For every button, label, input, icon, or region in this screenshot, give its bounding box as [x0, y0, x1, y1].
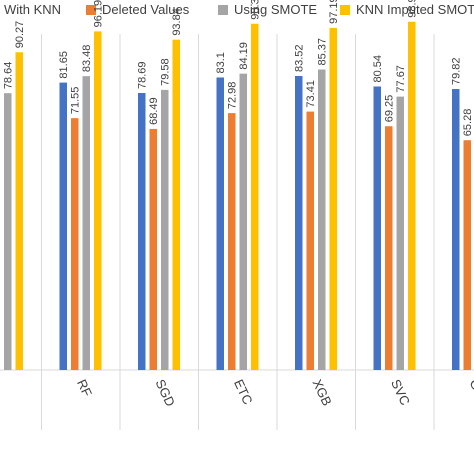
bar [15, 52, 23, 370]
data-label: 83.1 [215, 52, 227, 73]
bar [82, 76, 90, 371]
data-label: 78.64 [3, 62, 15, 90]
legend-label-using-smote: Using SMOTE [234, 2, 318, 17]
data-label: 83.48 [81, 45, 93, 73]
legend: With KNN Deleted Values Using SMOTE KNN … [0, 0, 474, 26]
data-label: 96.19 [93, 0, 105, 27]
legend-swatch-deleted-values [86, 4, 96, 15]
data-label: 81.65 [58, 51, 70, 79]
data-label: 85.37 [317, 38, 329, 66]
bar [373, 86, 381, 370]
legend-swatch-using-smote [218, 4, 228, 15]
data-label: 69.25 [384, 95, 396, 123]
bar [59, 82, 67, 370]
data-label: 97.19 [328, 0, 340, 24]
legend-label-with-knn: With KNN [4, 2, 62, 17]
bar [71, 118, 79, 370]
data-label: 93.84 [171, 8, 183, 36]
data-label: 98.37 [250, 0, 262, 20]
legend-item-knn-imputed-smote: KNN Imputed SMOTE [340, 2, 474, 17]
legend-label-deleted-values: Deleted Values [102, 2, 190, 17]
data-label: 65.28 [462, 109, 474, 137]
bar [94, 31, 102, 371]
bar [295, 76, 303, 371]
data-label: 77.67 [395, 65, 407, 93]
bar [149, 128, 157, 370]
category-label: GNB [467, 377, 474, 409]
data-label: 80.54 [372, 55, 384, 83]
bar [228, 113, 236, 370]
legend-label-knn-imputed-smote: KNN Imputed SMOTE [356, 2, 474, 17]
bar [4, 93, 12, 371]
data-label: 98.93 [407, 0, 419, 18]
data-label: 68.49 [148, 97, 160, 125]
bar [138, 93, 146, 370]
category-label: XGB [310, 377, 335, 408]
data-label: 72.98 [227, 82, 239, 110]
data-label: 71.55 [70, 87, 82, 115]
bar [452, 89, 460, 370]
bar [329, 27, 337, 370]
bar [396, 96, 404, 371]
data-label: 84.19 [238, 42, 250, 70]
data-label: 73.41 [305, 80, 317, 108]
bar [172, 39, 180, 371]
legend-item-using-smote: Using SMOTE [218, 2, 317, 17]
legend-item-deleted-values: Deleted Values [86, 2, 189, 17]
data-label: 79.58 [160, 58, 172, 86]
data-label: 83.52 [294, 44, 306, 72]
category-label: SVC [388, 377, 413, 408]
bar [239, 73, 247, 371]
bar [463, 140, 471, 370]
category-label: ETC [231, 377, 256, 407]
bar [408, 21, 416, 371]
bar [306, 111, 314, 370]
category-label: RF [74, 377, 95, 399]
bar [385, 126, 393, 371]
data-label: 90.27 [14, 21, 26, 49]
data-label: 78.69 [137, 61, 149, 89]
bar [318, 69, 326, 371]
data-label: 79.82 [451, 58, 463, 86]
bar [251, 23, 259, 370]
bar [161, 89, 169, 370]
legend-swatch-knn-imputed-smote [340, 4, 350, 15]
legend-item-with-knn: With KNN [0, 2, 61, 17]
category-label: SGD [153, 377, 179, 409]
bar [216, 77, 224, 370]
